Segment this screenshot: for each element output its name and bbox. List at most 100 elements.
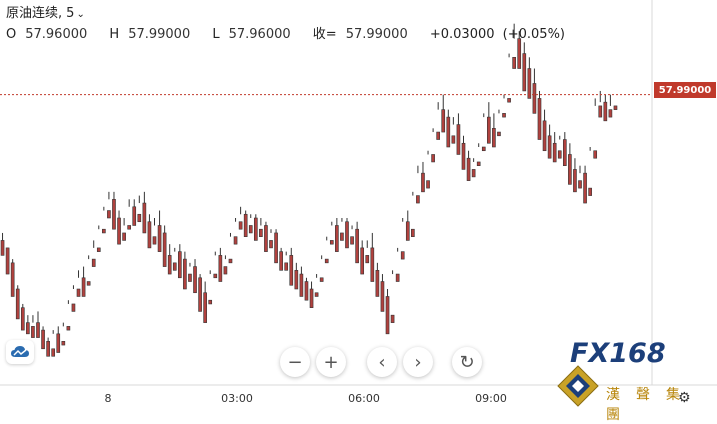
candle-down (608, 109, 613, 118)
candle-down (26, 322, 30, 335)
candle-down (532, 83, 537, 114)
candlestick-chart (0, 0, 717, 386)
candle-down (188, 273, 192, 282)
candle-down (593, 150, 598, 159)
candle-down (324, 258, 329, 264)
candle-down (299, 273, 304, 297)
candle-down (547, 135, 552, 159)
candle-down (573, 169, 577, 193)
candle-down (375, 270, 380, 297)
candle-down (117, 217, 121, 245)
candle-down (431, 154, 435, 163)
candle-down (147, 221, 152, 249)
candle-down (304, 281, 309, 301)
candle-down (476, 161, 481, 166)
candle-down (416, 195, 420, 204)
fx168-logo: FX168 (570, 338, 666, 369)
candle-down (76, 288, 81, 297)
candle-down (583, 172, 587, 204)
candle-down (112, 199, 116, 230)
candle-down (66, 326, 71, 331)
candle-down (522, 53, 527, 92)
candles-group (0, 23, 618, 357)
candle-down (314, 292, 319, 297)
high-readout: H 57.99000 (109, 27, 191, 42)
zoom-in-button[interactable]: + (316, 347, 346, 377)
candle-down (127, 225, 131, 230)
candle-down (15, 288, 20, 320)
candle-down (56, 333, 61, 353)
candle-down (405, 221, 410, 241)
candle-down (365, 255, 370, 264)
candle-down (289, 255, 294, 286)
candle-down (41, 329, 45, 350)
candle-down (233, 236, 238, 245)
candle-down (193, 266, 197, 294)
candle-down (253, 217, 258, 241)
candle-down (613, 105, 618, 110)
symbol-name: 原油连续 (6, 6, 59, 21)
candle-down (198, 277, 202, 312)
reset-chart-button[interactable]: ↻ (452, 347, 482, 377)
candle-down (426, 180, 430, 189)
candle-down (527, 68, 532, 99)
candle-down (360, 247, 365, 275)
candle-down (10, 262, 15, 297)
candle-down (517, 38, 522, 69)
candle-down (178, 251, 182, 279)
ohlc-readout: O 57.96000 H 57.99000 L 57.96000 收= 57.99000… (6, 23, 574, 42)
candle-down (0, 240, 5, 256)
candle-down (132, 206, 137, 226)
candle-down (441, 109, 446, 133)
candle-down (562, 139, 567, 166)
low-readout: L 57.96000 (212, 27, 291, 42)
change-pct-readout: (+0.05%) (502, 27, 565, 42)
candle-down (46, 341, 50, 357)
symbol-title[interactable]: 原油连续, 5 ⌄ (6, 6, 85, 21)
candle-down (71, 303, 76, 312)
candle-down (36, 322, 40, 338)
candle-down (542, 120, 547, 152)
candle-down (91, 258, 96, 267)
scroll-left-button[interactable]: ‹ (367, 347, 397, 377)
zoom-out-button[interactable]: − (280, 347, 310, 377)
candle-down (512, 57, 516, 69)
x-tick-label: 8 (104, 392, 112, 405)
candle-down (51, 348, 56, 357)
x-tick-label: 03:00 (221, 392, 253, 405)
candle-down (274, 232, 278, 264)
candle-down (107, 210, 111, 219)
candle-down (309, 288, 314, 308)
candle-down (223, 266, 228, 275)
candle-down (603, 101, 608, 122)
candle-down (294, 270, 299, 290)
cloud-icon[interactable] (6, 340, 34, 364)
candle-down (400, 251, 405, 260)
candle-down (385, 296, 390, 335)
x-tick-label: 06:00 (348, 392, 380, 405)
candle-down (213, 273, 218, 279)
candle-down (142, 202, 147, 234)
candle-down (390, 314, 395, 323)
candle-down (436, 131, 440, 140)
candle-down (137, 213, 142, 223)
candle-down (446, 116, 451, 148)
change-readout: +0.03000 (429, 27, 495, 42)
candle-down (578, 180, 582, 189)
candle-down (264, 225, 268, 252)
gear-icon[interactable]: ⚙ (678, 390, 691, 406)
candle-down (61, 341, 66, 346)
candle-down (507, 98, 511, 103)
candle-down (492, 128, 496, 148)
candle-down (588, 187, 592, 196)
scroll-right-button[interactable]: › (403, 347, 433, 377)
open-readout: O 57.96000 (6, 27, 88, 42)
candle-down (122, 232, 126, 241)
candle-down (421, 172, 425, 193)
last-price-tag: 57.99000 (654, 82, 716, 98)
candle-down (552, 142, 557, 163)
candle-down (203, 292, 207, 323)
candle-down (157, 225, 162, 252)
candle-down (537, 98, 542, 140)
chevron-down-icon[interactable]: ⌄ (76, 9, 85, 20)
